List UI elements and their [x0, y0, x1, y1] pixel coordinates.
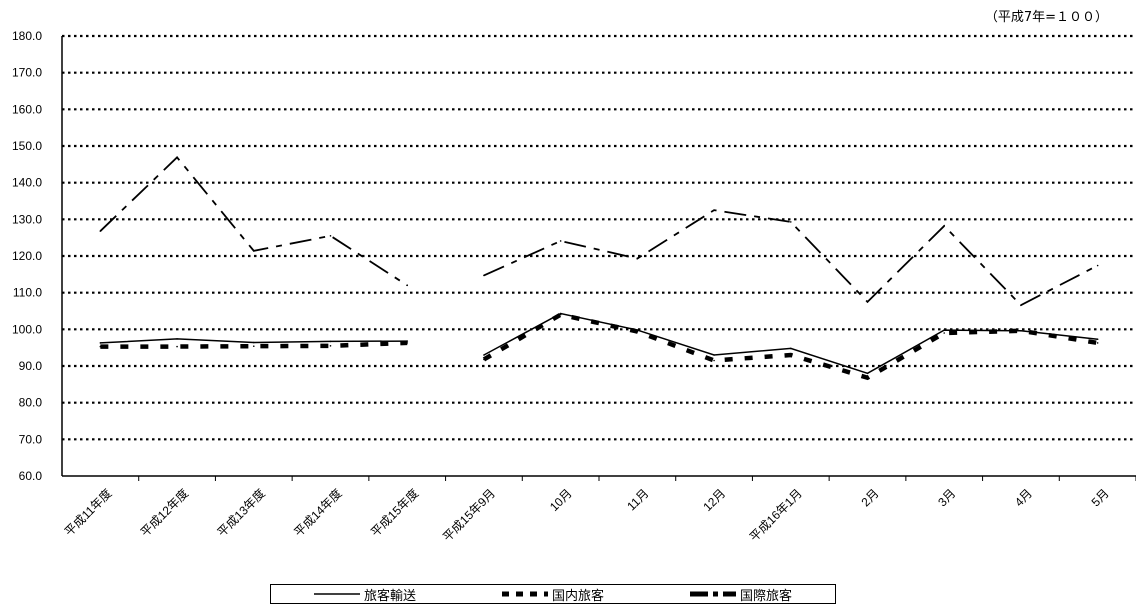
data-point [406, 342, 409, 344]
x-tick-label: 平成11年度 [61, 486, 114, 539]
x-tick-label: 平成14年度 [291, 486, 345, 540]
data-point [406, 284, 409, 287]
y-tick-label: 120.0 [12, 249, 42, 263]
legend-label: 旅客輸送 [363, 588, 416, 604]
legend: 旅客輸送 国内旅客 国際旅客 [270, 584, 836, 604]
data-point [713, 354, 715, 356]
data-point [789, 354, 792, 356]
line-chart: 180.0 170.0 160.0 150.0 140.0 130.0 120.0 110.0… [12, 29, 1136, 544]
data-point [99, 230, 102, 232]
x-tick-label: 平成16年1月 [747, 486, 805, 544]
data-point [943, 225, 946, 227]
data-point [713, 209, 715, 211]
data-point [252, 341, 255, 344]
x-tick-label: 2月 [859, 486, 882, 509]
x-tick-label: 4月 [1012, 486, 1035, 509]
y-tick-label: 100.0 [12, 322, 42, 336]
data-point [866, 372, 869, 375]
data-point [176, 156, 178, 159]
data-point [483, 358, 485, 361]
data-point [789, 221, 792, 223]
data-point [329, 235, 332, 237]
legend-item-international: 国際旅客 [689, 585, 792, 604]
data-point [329, 345, 332, 347]
data-point [943, 329, 946, 331]
data-point [99, 345, 102, 348]
series-line-solid [483, 312, 1098, 375]
x-tick-label: 平成15年度 [367, 486, 421, 540]
data-point [176, 345, 178, 348]
data-point [252, 250, 255, 252]
series-line-dashdot [99, 156, 408, 287]
y-tick-label: 140.0 [12, 176, 42, 190]
data-point [1020, 304, 1022, 306]
y-tick-label: 150.0 [12, 139, 42, 153]
x-tick-label: 11月 [624, 486, 651, 513]
legend-swatch-solid-icon [313, 593, 360, 595]
x-tick-label: 平成13年度 [214, 486, 268, 540]
x-tick-label: 3月 [935, 486, 958, 509]
x-tick-label: 平成15年9月 [440, 486, 498, 544]
data-point [483, 354, 485, 356]
y-tick-label: 60.0 [19, 469, 43, 483]
legend-swatch-dashdot-icon [689, 591, 736, 597]
data-point [1096, 264, 1099, 267]
data-point [252, 345, 255, 348]
y-tick-label: 180.0 [12, 29, 42, 43]
y-tick-label: 160.0 [12, 102, 42, 116]
legend-label: 国際旅客 [739, 588, 792, 604]
y-tick-label: 90.0 [19, 359, 43, 373]
data-point [176, 338, 178, 340]
data-point [943, 332, 946, 334]
legend-item-passenger: 旅客輸送 [313, 585, 416, 604]
series-line-dashdot [483, 209, 1099, 307]
y-tick-label: 170.0 [12, 66, 42, 80]
legend-swatch-dash-icon [501, 591, 548, 597]
data-point [1020, 330, 1022, 332]
data-point [636, 257, 639, 260]
data-point [866, 376, 869, 379]
data-point [559, 312, 562, 315]
data-point [789, 347, 792, 350]
data-point [1096, 338, 1099, 341]
data-point [866, 301, 869, 303]
y-tick-label: 80.0 [19, 396, 43, 410]
data-point [559, 313, 562, 316]
x-tick-label: 10月 [547, 486, 575, 514]
data-point [99, 342, 102, 344]
unit-note: （平成7年=１００） [984, 10, 1108, 25]
y-tick-label: 130.0 [12, 212, 42, 226]
legend-label: 国内旅客 [551, 588, 604, 604]
x-tick-label: 平成12年度 [137, 486, 191, 540]
data-point [636, 330, 639, 333]
y-tick-label: 70.0 [19, 432, 43, 446]
data-point [559, 240, 562, 242]
y-tick-label: 110.0 [13, 286, 42, 300]
data-point [483, 274, 485, 277]
data-point [1096, 342, 1099, 344]
x-tick-label: 5月 [1089, 486, 1112, 509]
series-line-dash [482, 312, 1098, 381]
x-tick-label: 12月 [700, 486, 728, 514]
legend-item-domestic: 国内旅客 [501, 585, 604, 604]
data-point [713, 359, 715, 362]
data-point [329, 340, 332, 343]
